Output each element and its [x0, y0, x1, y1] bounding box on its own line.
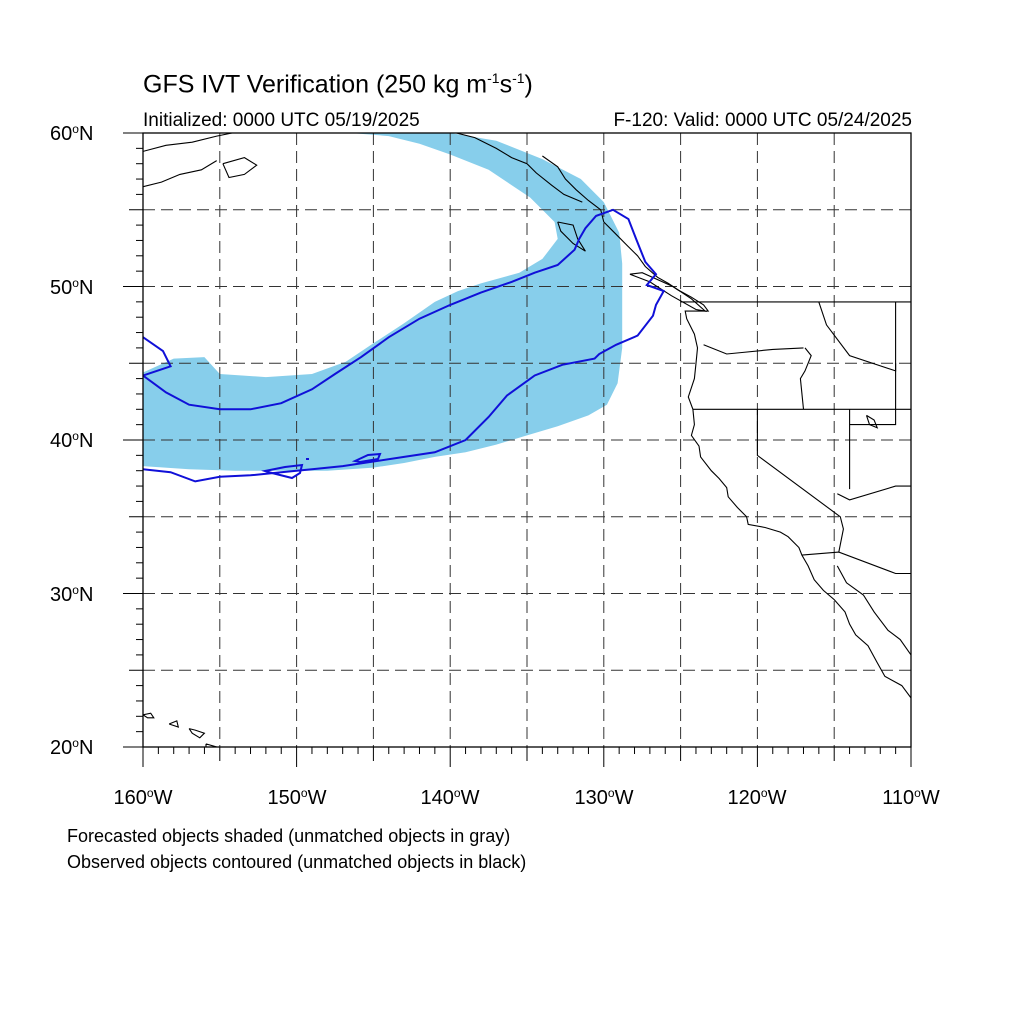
- lon-label-160w: 160oW: [113, 786, 173, 809]
- coastline-kodiak: [222, 157, 258, 179]
- coastlines: [143, 133, 911, 747]
- coastline-kauai: [143, 712, 155, 719]
- lat-label-40n: 40oN: [50, 429, 94, 452]
- coastline-haida-gwaii: [557, 221, 586, 252]
- axis-ticks: [123, 132, 912, 767]
- lake-great-salt: [865, 414, 879, 429]
- coastline-big-island: [205, 743, 218, 747]
- border-ut-wy: [849, 363, 897, 426]
- init-time: Initialized: 0000 UTC 05/19/2025: [143, 110, 420, 131]
- coastline-alaska-pen: [143, 133, 233, 152]
- coastline-oahu: [168, 720, 180, 728]
- border-us-mexico: [801, 551, 911, 575]
- lat-label-30n: 30oN: [50, 583, 94, 606]
- lon-label-130w: 130oW: [574, 786, 634, 809]
- border-wa-or: [703, 344, 804, 355]
- lon-label-120w: 120oW: [727, 786, 787, 809]
- valid-time: F-120: Valid: 0000 UTC 05/24/2025: [613, 110, 912, 131]
- coastline-maui: [188, 728, 206, 739]
- observed-ivt-small-contour: [261, 452, 382, 480]
- coastline-se-alaska: [456, 133, 583, 203]
- coastline-west-coast: [542, 155, 911, 699]
- border-ca-nv-az: [756, 409, 844, 553]
- title-mid: s: [499, 70, 513, 99]
- observed-ivt-contour: [143, 208, 666, 483]
- title-exp1: -1: [487, 70, 500, 86]
- lat-lon-gridlines: [143, 133, 911, 747]
- coastline-alaska-south: [143, 160, 217, 188]
- chart-title: GFS IVT Verification (250 kg m-1s-1): [143, 70, 533, 99]
- border-id-mt: [818, 301, 897, 372]
- border-or-id: [799, 347, 812, 410]
- coastline-vancouver-island: [629, 272, 708, 312]
- lat-label-50n: 50oN: [50, 276, 94, 299]
- lon-label-140w: 140oW: [420, 786, 480, 809]
- border-az-ut: [837, 485, 911, 501]
- title-main: GFS IVT Verification (250 kg m: [143, 70, 488, 99]
- caption-forecast: Forecasted objects shaded (unmatched obj…: [67, 826, 511, 846]
- lat-label-60n: 60oN: [50, 122, 94, 145]
- lon-label-150w: 150oW: [267, 786, 327, 809]
- lat-label-20n: 20oN: [50, 736, 94, 759]
- lon-label-110w: 110oW: [882, 786, 940, 809]
- forecast-ivt-object: [143, 133, 623, 471]
- title-end: ): [524, 70, 533, 99]
- title-exp2: -1: [512, 70, 525, 86]
- caption-observed: Observed objects contoured (unmatched ob…: [67, 852, 527, 872]
- coastline-gulf-california: [836, 565, 911, 656]
